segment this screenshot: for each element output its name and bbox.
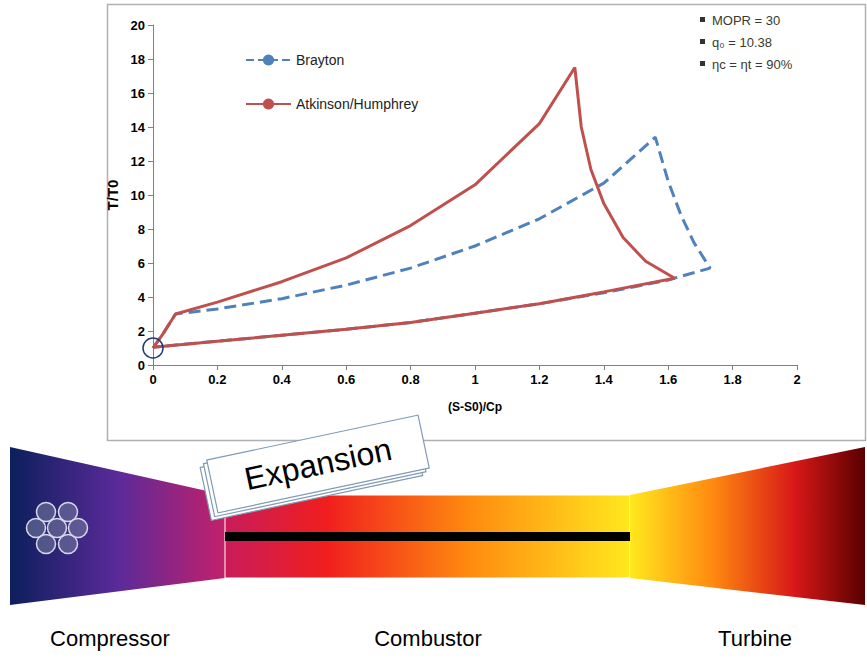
svg-text:6: 6	[138, 256, 145, 271]
svg-text:16: 16	[131, 86, 145, 101]
svg-text:Turbine: Turbine	[718, 626, 792, 651]
svg-text:Combustor: Combustor	[374, 626, 482, 651]
svg-text:0.2: 0.2	[208, 372, 226, 387]
svg-text:q₀ = 10.38: q₀ = 10.38	[712, 35, 772, 50]
svg-text:Atkinson/Humphrey: Atkinson/Humphrey	[296, 96, 418, 112]
svg-text:4: 4	[138, 290, 146, 305]
svg-text:ηc = ηt = 90%: ηc = ηt = 90%	[712, 57, 793, 72]
svg-text:Brayton: Brayton	[296, 52, 344, 68]
svg-text:1.4: 1.4	[595, 372, 614, 387]
svg-text:8: 8	[138, 222, 145, 237]
svg-text:0: 0	[138, 358, 145, 373]
svg-text:20: 20	[131, 18, 145, 33]
svg-text:1.2: 1.2	[530, 372, 548, 387]
svg-text:0.8: 0.8	[402, 372, 420, 387]
svg-text:14: 14	[131, 120, 146, 135]
svg-text:T/T0: T/T0	[104, 180, 121, 211]
svg-text:10: 10	[131, 188, 145, 203]
svg-text:18: 18	[131, 52, 145, 67]
svg-text:2: 2	[793, 372, 800, 387]
svg-text:1.8: 1.8	[724, 372, 742, 387]
svg-text:0: 0	[149, 372, 156, 387]
svg-text:1.6: 1.6	[659, 372, 677, 387]
svg-text:1: 1	[471, 372, 478, 387]
svg-text:MOPR = 30: MOPR = 30	[712, 13, 780, 28]
svg-text:12: 12	[131, 154, 145, 169]
svg-text:(S-S0)/Cp: (S-S0)/Cp	[448, 400, 502, 414]
svg-text:0.4: 0.4	[273, 372, 292, 387]
svg-text:Expansion: Expansion	[241, 431, 395, 497]
svg-text:0.6: 0.6	[337, 372, 355, 387]
svg-text:Compressor: Compressor	[50, 626, 170, 651]
svg-text:2: 2	[138, 324, 145, 339]
